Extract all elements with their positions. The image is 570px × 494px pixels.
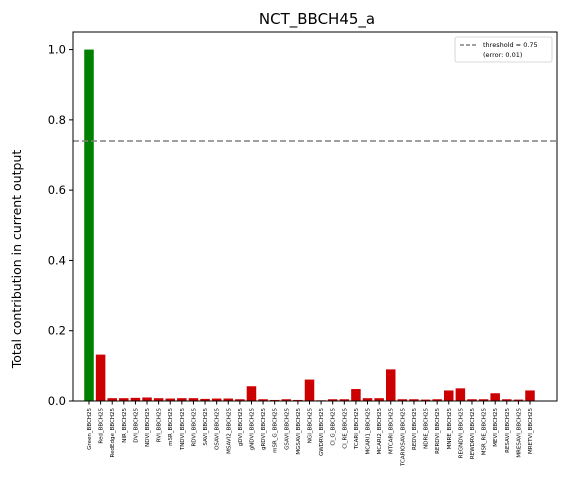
bar-NDRE_BBCH25 [420,399,431,401]
x-tick-label: NIR_BBCH25 [122,408,128,443]
bar-RDVI_BBCH25 [188,398,199,401]
y-axis-ticks: 0.0 0.2 0.4 0.6 0.8 1.0 [48,43,73,408]
bar-NGI_BBCH25 [304,379,315,401]
x-tick-label: MCARI1_BBCH25 [366,408,372,455]
x-tick-label: MRESAVI_BBCH25 [516,408,522,458]
x-tick-label: RDVI_BBCH25 [191,408,197,447]
x-tick-label: TCARI_BBCH25 [354,408,360,451]
chart-title: NCT_BBCH45_a [259,10,375,29]
x-tick-label: OSAVI_BBCH25 [215,408,221,450]
bar-MGSAVI_BBCH25 [293,399,303,401]
bar-TNDVI_BBCH25 [177,398,187,401]
bar-MNRE_BBCH25 [444,390,454,401]
bar-TCARI_BBCH25 [351,389,361,401]
bar-mSR_BBCH25 [165,398,175,401]
x-tick-label: NDRE_BBCH25 [424,408,430,449]
x-tick-label: GSAVI_BBCH25 [284,408,290,450]
y-axis-label: Total contribution in current output [9,150,24,370]
x-tick-label: RVI_BBCH25 [157,408,163,443]
y-tick-label: 1.0 [48,43,66,57]
bar-OSAVI_BBCH25 [211,398,222,401]
bar-REGNDVI_BBCH25 [455,388,466,401]
legend: threshold = 0.75 (error: 0.01) [454,36,553,63]
bar-REWDRVI_BBCH25 [467,399,477,401]
x-tick-label: NDVI_BBCH25 [145,408,151,447]
x-tick-label: RedEdge_BBCH25 [110,408,116,458]
x-tick-label: REWDRVI_BBCH25 [470,408,476,460]
x-tick-label: MGSAVI_BBCH25 [296,408,302,455]
x-tick-label: TCARIOSAVI_BBCH25 [400,408,406,467]
x-tick-label: MTCARI_BBCH25 [389,408,395,455]
plot-frame [72,31,558,402]
bar-RERDVI_BBCH25 [432,399,442,401]
x-tick-label: NGI_BBCH25 [308,408,314,444]
legend-threshold-label: threshold = 0.75 [483,41,538,49]
bar-mSR_G_BBCH25 [269,399,280,401]
x-tick-label: RERDVI_BBCH25 [435,408,441,454]
bar-MEVI_BBCH25 [490,393,500,401]
bar-DVI_BBCH25 [130,397,141,401]
x-tick-label: TNDVI_BBCH25 [180,408,186,452]
x-tick-label: CI_RE_BBCH25 [342,408,348,449]
bar-CI_RE_BBCH25 [339,399,350,401]
y-tick-label: 0.6 [48,183,66,197]
y-tick-label: 0.0 [48,394,66,408]
bar-REDVI_BBCH25 [409,399,419,401]
x-tick-label: gDVI_BBCH25 [238,408,244,447]
bar-MCARI2_BBCH25 [374,398,384,401]
bar-MTCARI_BBCH25 [385,369,396,401]
x-tick-label: REDVI_BBCH25 [412,408,418,450]
bars-group [84,49,535,401]
legend-box [454,36,553,63]
x-tick-label: mSR_BBCH25 [168,408,174,446]
x-tick-label: MEVI_BBCH25 [493,408,499,447]
bar-RedEdge_BBCH25 [107,398,117,401]
bar-gDVI_BBCH25 [235,399,245,401]
x-tick-label: gNDVI_BBCH25 [249,408,255,451]
bar-RVI_BBCH25 [153,398,164,401]
x-tick-label: CI_G_BBCH25 [331,408,337,446]
x-tick-label: MRETVI_BBCH25 [528,408,534,454]
x-tick-label: MSAVI2_BBCH25 [226,408,232,454]
bar-MRESAVI_BBCH25 [513,399,524,401]
x-tick-label: GWDRVI_BBCH25 [319,408,325,457]
legend-error-label: (error: 0.01) [483,51,522,59]
x-tick-label: Green_BBCH25 [87,408,93,450]
x-axis-ticks: Green_BBCH25 Red_BBCH25 RedEdge_BBCH25 NIR_… [87,401,534,467]
x-tick-label: gRDVI_BBCH25 [261,408,267,451]
x-tick-label: REGNDVI_BBCH25 [458,408,464,459]
x-tick-label: mSR_G_BBCH25 [273,408,279,453]
bar-NDVI_BBCH25 [142,397,152,401]
bar-Red_BBCH25 [95,354,106,401]
y-tick-label: 0.2 [48,324,66,338]
bar-gNDVI_BBCH25 [246,386,257,401]
bar-RESAVI_BBCH25 [502,399,512,401]
x-tick-label: MCARI2_BBCH25 [377,408,383,455]
bar-CI_G_BBCH25 [327,399,338,401]
x-tick-label: Red_BBCH25 [99,408,105,444]
x-tick-label: DVI_BBCH25 [133,408,139,443]
x-tick-label: MSR_RE_BBCH25 [482,408,488,456]
bar-SAVI_BBCH25 [200,398,210,401]
bar-MSR_RE_BBCH25 [478,399,489,401]
bar-MRETVI_BBCH25 [525,390,535,401]
bar-gRDVI_BBCH25 [258,399,268,401]
bar-MCARI1_BBCH25 [362,398,373,401]
bar-NIR_BBCH25 [119,398,129,401]
x-tick-label: SAVI_BBCH25 [203,408,209,446]
bar-MSAVI2_BBCH25 [223,398,234,401]
bar-GSAVI_BBCH25 [281,399,292,401]
bar-TCARIOSAVI_BBCH25 [397,399,408,401]
bar-Green_BBCH25 [84,49,94,401]
x-tick-label: MNRE_BBCH25 [447,408,453,450]
y-tick-label: 0.8 [48,113,66,127]
x-tick-label: RESAVI_BBCH25 [505,407,511,452]
y-tick-label: 0.4 [48,253,66,267]
